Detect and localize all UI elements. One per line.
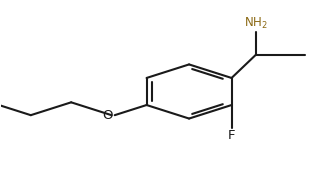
Text: NH$_2$: NH$_2$ (244, 15, 268, 31)
Text: O: O (103, 109, 113, 122)
Text: F: F (228, 129, 235, 142)
